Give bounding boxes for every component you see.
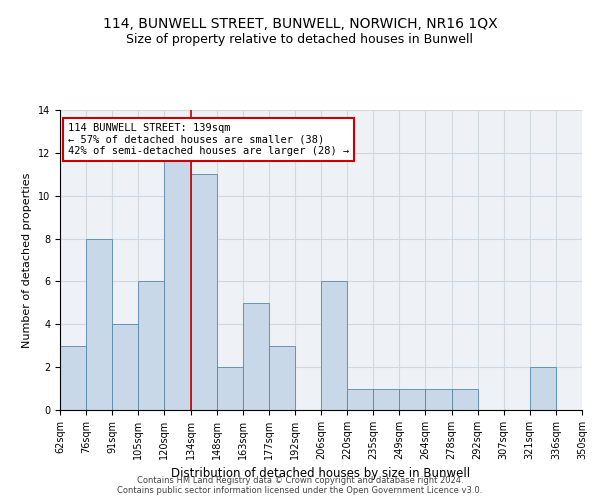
Y-axis label: Number of detached properties: Number of detached properties — [22, 172, 32, 348]
X-axis label: Distribution of detached houses by size in Bunwell: Distribution of detached houses by size … — [172, 468, 470, 480]
Bar — [112, 324, 139, 410]
Bar — [452, 388, 478, 410]
Bar — [373, 388, 400, 410]
Text: Size of property relative to detached houses in Bunwell: Size of property relative to detached ho… — [127, 32, 473, 46]
Text: 114 BUNWELL STREET: 139sqm
← 57% of detached houses are smaller (38)
42% of semi: 114 BUNWELL STREET: 139sqm ← 57% of deta… — [68, 123, 349, 156]
Text: 114, BUNWELL STREET, BUNWELL, NORWICH, NR16 1QX: 114, BUNWELL STREET, BUNWELL, NORWICH, N… — [103, 18, 497, 32]
Text: Contains HM Land Registry data © Crown copyright and database right 2024.
Contai: Contains HM Land Registry data © Crown c… — [118, 476, 482, 495]
Bar — [164, 153, 191, 410]
Bar — [86, 238, 112, 410]
Bar — [139, 282, 164, 410]
Bar — [425, 388, 452, 410]
Bar — [321, 282, 347, 410]
Bar — [60, 346, 86, 410]
Bar — [347, 388, 373, 410]
Bar — [243, 303, 269, 410]
Bar — [400, 388, 425, 410]
Bar — [191, 174, 217, 410]
Bar — [530, 367, 556, 410]
Bar — [217, 367, 243, 410]
Bar — [269, 346, 295, 410]
